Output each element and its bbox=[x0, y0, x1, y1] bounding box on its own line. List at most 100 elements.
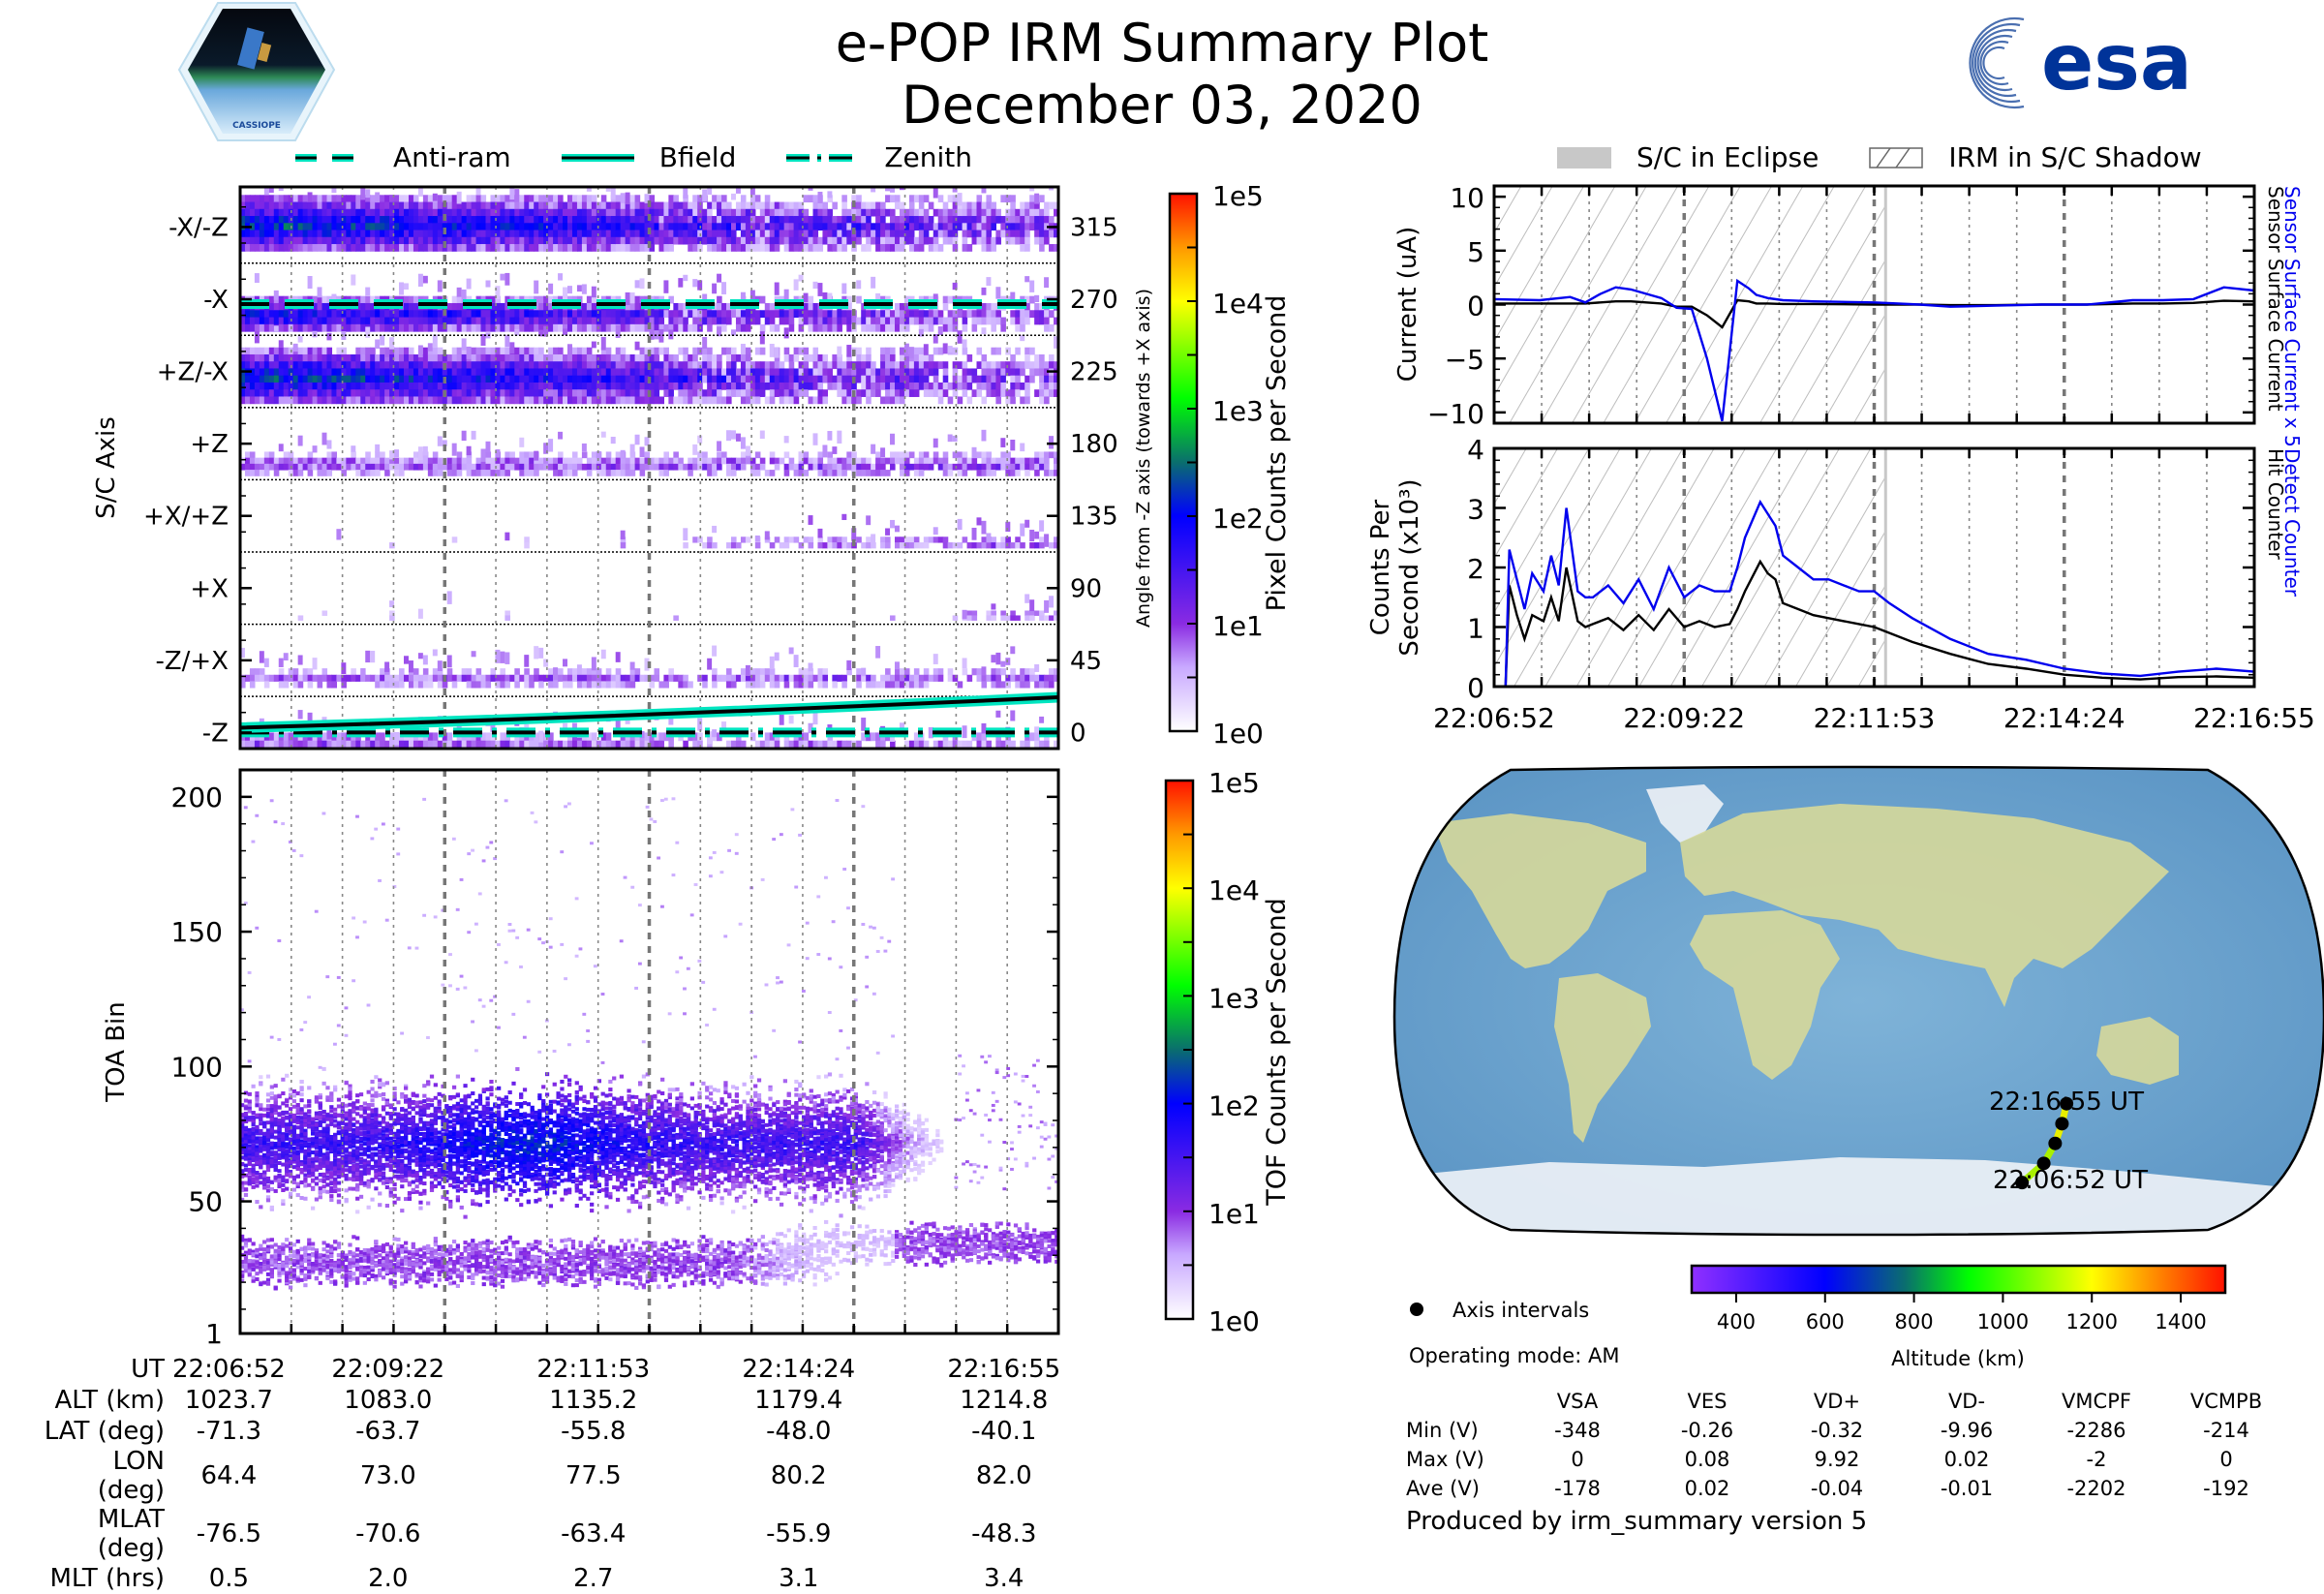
spectrogram-cell bbox=[404, 223, 410, 230]
spectrogram-cell bbox=[481, 354, 487, 362]
spectrogram-cell bbox=[770, 396, 776, 404]
spectrogram-cell bbox=[717, 303, 722, 311]
spectrogram-cell bbox=[746, 396, 751, 404]
spectrogram-cell bbox=[755, 396, 761, 404]
spectrogram-cell bbox=[630, 318, 636, 325]
colorbar-label: Pixel Counts per Second bbox=[1262, 295, 1292, 612]
spectrogram-cell bbox=[909, 361, 915, 369]
spectrogram-cell bbox=[755, 348, 761, 355]
spectrogram-cell bbox=[784, 223, 790, 230]
tof-cell bbox=[244, 1181, 248, 1185]
spectrogram-cell bbox=[765, 195, 771, 202]
spectrogram-cell bbox=[413, 396, 419, 404]
spectrogram-cell bbox=[413, 458, 419, 465]
spectrogram-cell bbox=[524, 237, 530, 245]
spectrogram-cell bbox=[995, 287, 1000, 298]
spectrogram-cell bbox=[596, 681, 602, 688]
spectrogram-cell bbox=[837, 376, 842, 383]
spectrogram-cell bbox=[409, 195, 414, 202]
spectrogram-cell bbox=[972, 216, 978, 224]
spectrogram-cell bbox=[365, 389, 371, 397]
spectrogram-cell bbox=[467, 376, 473, 383]
spectrogram-cell bbox=[606, 376, 612, 383]
spectrogram-cell bbox=[794, 237, 800, 245]
spectrogram-cell bbox=[731, 348, 737, 355]
spectrogram-cell bbox=[712, 470, 718, 476]
spectrogram-cell bbox=[577, 368, 583, 376]
spectrogram-cell bbox=[712, 216, 718, 224]
spectrogram-cell bbox=[741, 195, 747, 202]
spectrogram-cell bbox=[428, 195, 434, 202]
spectrogram-cell bbox=[255, 230, 260, 238]
spectrogram-cell bbox=[355, 310, 361, 318]
spectrogram-cell bbox=[963, 244, 968, 252]
spectrogram-cell bbox=[394, 361, 400, 369]
spectrogram-cell bbox=[885, 195, 891, 202]
spectrogram-cell bbox=[832, 202, 838, 210]
spectrogram-cell bbox=[650, 383, 656, 390]
spectrogram-cell bbox=[326, 216, 332, 224]
spectrogram-cell bbox=[313, 318, 319, 325]
spectrogram-cell bbox=[447, 361, 453, 369]
spectrogram-cell bbox=[875, 470, 881, 476]
spectrogram-cell bbox=[678, 464, 684, 471]
spectrogram-cell bbox=[953, 675, 959, 682]
spectrogram-cell bbox=[1049, 615, 1055, 620]
spectrogram-cell bbox=[572, 451, 578, 458]
spectrogram-cell bbox=[804, 318, 810, 325]
spectrogram-cell bbox=[452, 237, 458, 245]
spectrogram-cell bbox=[423, 446, 428, 456]
spectrogram-cell bbox=[1024, 594, 1029, 602]
spectrogram-cell bbox=[741, 458, 747, 465]
spectrogram-cell bbox=[1039, 396, 1045, 404]
spectrogram-cell bbox=[683, 237, 688, 245]
spectrogram-cell bbox=[991, 244, 996, 252]
spectrogram-cell bbox=[963, 658, 967, 668]
spectrogram-cell bbox=[986, 303, 992, 311]
spectrogram-cell bbox=[279, 361, 285, 369]
spectrogram-cell bbox=[817, 283, 822, 296]
spectrogram-cell bbox=[981, 451, 987, 458]
spectrogram-cell bbox=[298, 710, 303, 719]
spectrogram-cell bbox=[472, 361, 477, 369]
spectrogram-cell bbox=[731, 354, 737, 362]
spectrogram-cell bbox=[789, 216, 795, 224]
spectrogram-cell bbox=[1010, 209, 1016, 217]
spectrogram-cell bbox=[462, 318, 468, 325]
spectrogram-cell bbox=[1029, 542, 1035, 548]
spectrogram-cell bbox=[500, 348, 505, 355]
spectrogram-cell bbox=[269, 223, 275, 230]
spectrogram-cell bbox=[841, 458, 847, 465]
spectrogram-cell bbox=[741, 216, 747, 224]
spectrogram-cell bbox=[1010, 615, 1016, 620]
spectrogram-cell bbox=[250, 195, 256, 202]
spectrogram-cell bbox=[995, 668, 1001, 675]
spectrogram-cell bbox=[380, 335, 384, 346]
spectrogram-cell bbox=[929, 458, 934, 465]
spectrogram-cell bbox=[784, 675, 790, 682]
spectrogram-cell bbox=[543, 318, 549, 325]
spectrogram-cell bbox=[895, 681, 901, 688]
spectrogram-cell bbox=[548, 324, 554, 332]
spectrogram-cell bbox=[524, 368, 530, 376]
spectrogram-cell bbox=[1049, 230, 1055, 238]
spectrogram-cell bbox=[375, 675, 381, 682]
spectrogram-cell bbox=[318, 209, 323, 217]
spectrogram-cell bbox=[1020, 368, 1025, 376]
spectrogram-cell bbox=[804, 354, 810, 362]
spectrogram-cell bbox=[658, 396, 664, 404]
spectrogram-cell bbox=[1015, 536, 1021, 542]
spectrogram-cell bbox=[890, 520, 895, 528]
spectrogram-cell bbox=[490, 216, 496, 224]
spectrogram-cell bbox=[626, 244, 631, 252]
spectrogram-cell bbox=[582, 464, 588, 471]
spectrogram-cell bbox=[726, 396, 732, 404]
spectrogram-cell bbox=[472, 651, 476, 657]
y-tick-label-left: +X/+Z bbox=[143, 503, 229, 532]
spectrogram-cell bbox=[452, 348, 458, 355]
spectrogram-cell bbox=[558, 464, 564, 471]
spectrogram-cell bbox=[587, 681, 593, 688]
spectrogram-cell bbox=[809, 244, 814, 252]
spectrogram-cell bbox=[375, 202, 381, 210]
spectrogram-cell bbox=[755, 318, 761, 325]
